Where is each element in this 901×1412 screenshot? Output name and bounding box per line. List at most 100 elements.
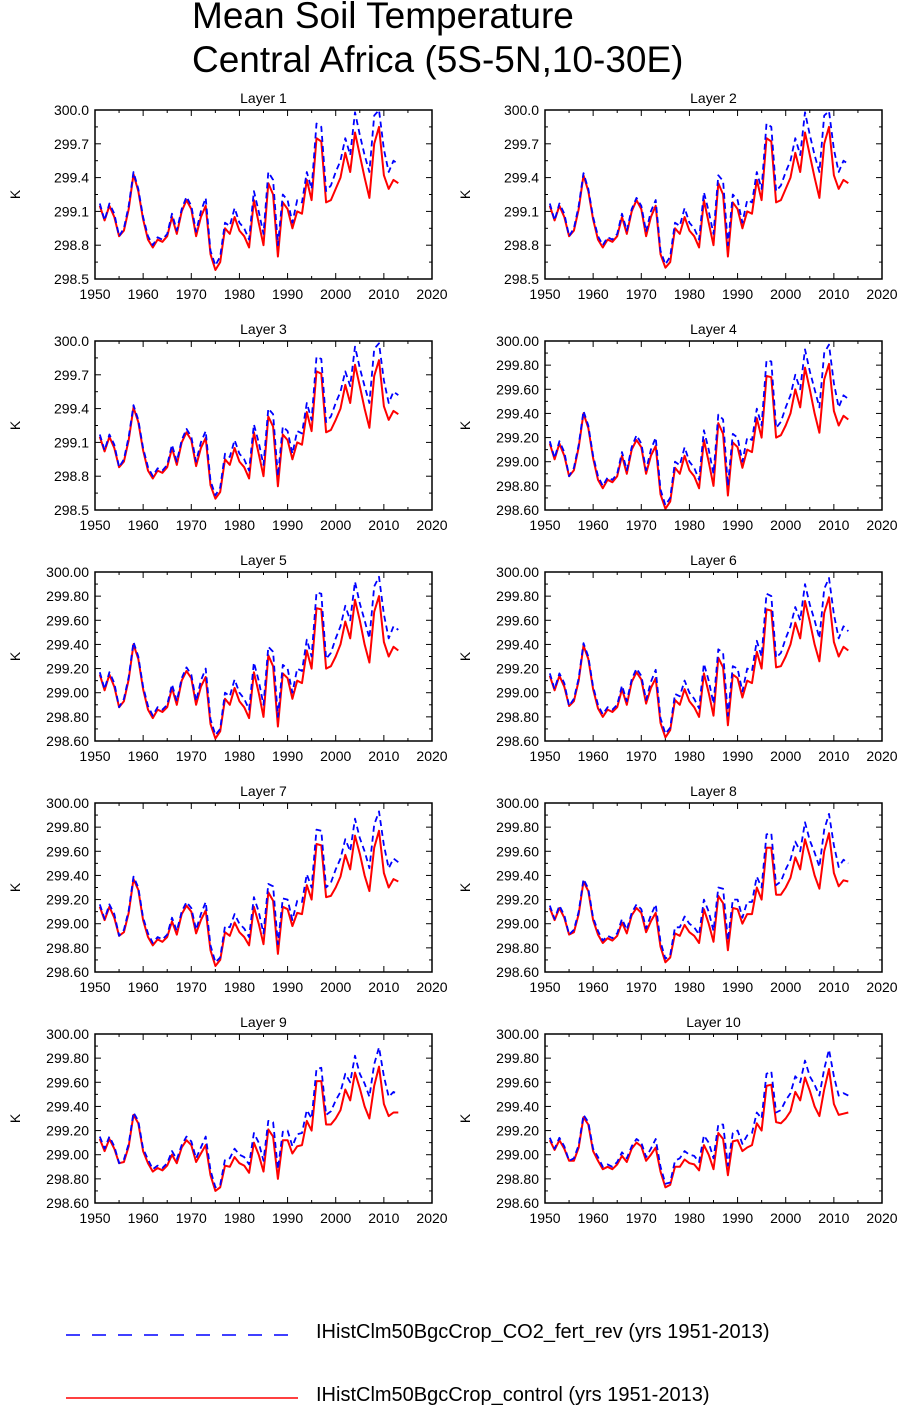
y-tick-label-layer-10: 299.00 <box>496 1147 539 1163</box>
x-tick-label-layer-7: 1970 <box>176 979 207 995</box>
y-tick-label-layer-2: 299.1 <box>504 203 539 219</box>
x-tick-label-layer-8: 1990 <box>722 979 753 995</box>
x-tick-label-layer-4: 2010 <box>818 517 849 533</box>
x-tick-label-layer-10: 1980 <box>674 1210 705 1226</box>
y-tick-label-layer-7: 299.40 <box>46 867 89 883</box>
x-tick-label-layer-5: 2000 <box>320 748 351 764</box>
series-line-co2-fert-rev-layer-5 <box>98 575 399 736</box>
y-tick-label-layer-1: 299.1 <box>54 203 89 219</box>
y-tick-label-layer-9: 300.00 <box>46 1026 89 1042</box>
series-line-co2-fert-rev-layer-1 <box>98 109 399 267</box>
x-tick-label-layer-3: 1980 <box>224 517 255 533</box>
y-tick-label-layer-8: 299.60 <box>496 843 539 859</box>
y-tick-label-layer-7: 299.20 <box>46 892 89 908</box>
series-line-co2-fert-rev-layer-2 <box>548 110 849 266</box>
y-tick-label-layer-1: 299.7 <box>54 136 89 152</box>
y-tick-label-layer-6: 298.80 <box>496 709 539 725</box>
x-tick-label-layer-1: 1970 <box>176 286 207 302</box>
y-tick-label-layer-9: 299.80 <box>46 1050 89 1066</box>
chart-panel-layer-7: Layer 7 K 1950 1960 1970 1980 1990 2000 2010 2020… <box>7 783 448 995</box>
x-tick-label-layer-5: 1950 <box>79 748 110 764</box>
x-tick-label-layer-8: 1980 <box>674 979 705 995</box>
panel-title-layer-6: Layer 6 <box>690 552 737 568</box>
x-tick-label-layer-2: 2020 <box>866 286 897 302</box>
x-tick-label-layer-4: 1970 <box>626 517 657 533</box>
y-tick-label-layer-7: 299.60 <box>46 843 89 859</box>
x-tick-label-layer-9: 1980 <box>224 1210 255 1226</box>
x-tick-label-layer-10: 1970 <box>626 1210 657 1226</box>
series-line-control-layer-7 <box>98 829 399 967</box>
y-tick-label-layer-8: 299.40 <box>496 867 539 883</box>
y-tick-label-layer-10: 299.60 <box>496 1074 539 1090</box>
plot-frame-layer-10 <box>544 1033 883 1204</box>
y-tick-label-layer-2: 298.8 <box>504 237 539 253</box>
panel-title-layer-10: Layer 10 <box>686 1014 741 1030</box>
series-line-control-layer-9 <box>98 1065 399 1192</box>
chart-panel-layer-5: Layer 5 K 1950 1960 1970 1980 1990 2000 2010 2020… <box>7 552 448 764</box>
x-tick-label-layer-10: 2020 <box>866 1210 897 1226</box>
y-tick-label-layer-9: 298.60 <box>46 1195 89 1211</box>
y-tick-label-layer-10: 298.60 <box>496 1195 539 1211</box>
y-axis-label-layer-7: K <box>7 882 23 892</box>
plot-frame-layer-1 <box>94 109 433 280</box>
x-tick-label-layer-10: 2000 <box>770 1210 801 1226</box>
y-tick-label-layer-7: 298.60 <box>46 964 89 980</box>
x-tick-label-layer-7: 1990 <box>272 979 303 995</box>
x-tick-label-layer-10: 1960 <box>578 1210 609 1226</box>
plot-frame-layer-9 <box>94 1033 433 1204</box>
x-tick-label-layer-1: 1980 <box>224 286 255 302</box>
x-tick-label-layer-6: 1970 <box>626 748 657 764</box>
panel-title-layer-5: Layer 5 <box>240 552 287 568</box>
y-tick-label-layer-7: 299.80 <box>46 819 89 835</box>
y-axis-label-layer-9: K <box>7 1113 23 1123</box>
chart-panel-layer-9: Layer 9 K 1950 1960 1970 1980 1990 2000 2010 2020… <box>7 1014 448 1226</box>
y-tick-label-layer-4: 298.60 <box>496 502 539 518</box>
y-tick-label-layer-1: 300.0 <box>54 102 89 118</box>
x-tick-label-layer-8: 1970 <box>626 979 657 995</box>
y-tick-label-layer-4: 300.00 <box>496 333 539 349</box>
y-tick-label-layer-3: 299.7 <box>54 367 89 383</box>
series-line-control-layer-8 <box>548 832 849 964</box>
x-tick-label-layer-5: 1990 <box>272 748 303 764</box>
y-tick-label-layer-5: 299.60 <box>46 612 89 628</box>
y-tick-label-layer-1: 299.4 <box>54 170 89 186</box>
x-tick-label-layer-1: 1960 <box>128 286 159 302</box>
y-axis-label-layer-10: K <box>457 1113 473 1123</box>
plot-frame-layer-6 <box>544 571 883 742</box>
y-tick-label-layer-4: 299.20 <box>496 430 539 446</box>
y-tick-label-layer-8: 299.00 <box>496 916 539 932</box>
x-tick-label-layer-8: 2000 <box>770 979 801 995</box>
y-tick-label-layer-3: 300.0 <box>54 333 89 349</box>
y-tick-label-layer-9: 299.20 <box>46 1123 89 1139</box>
y-tick-label-layer-2: 299.7 <box>504 136 539 152</box>
panel-title-layer-7: Layer 7 <box>240 783 287 799</box>
x-tick-label-layer-2: 1980 <box>674 286 705 302</box>
x-tick-label-layer-2: 1990 <box>722 286 753 302</box>
y-tick-label-layer-9: 299.40 <box>46 1098 89 1114</box>
y-tick-label-layer-4: 299.40 <box>496 405 539 421</box>
y-tick-label-layer-10: 299.40 <box>496 1098 539 1114</box>
x-tick-label-layer-10: 2010 <box>818 1210 849 1226</box>
y-tick-label-layer-7: 298.80 <box>46 940 89 956</box>
figure-title-line-1: Mean Soil Temperature <box>192 0 574 36</box>
series-line-co2-fert-rev-layer-7 <box>98 810 399 964</box>
x-tick-label-layer-5: 2010 <box>368 748 399 764</box>
x-tick-label-layer-9: 1990 <box>272 1210 303 1226</box>
x-tick-label-layer-2: 1960 <box>578 286 609 302</box>
y-tick-label-layer-2: 298.5 <box>504 271 539 287</box>
x-tick-label-layer-3: 2010 <box>368 517 399 533</box>
y-tick-label-layer-4: 299.00 <box>496 454 539 470</box>
x-tick-label-layer-7: 1960 <box>128 979 159 995</box>
y-tick-label-layer-4: 298.80 <box>496 478 539 494</box>
x-tick-label-layer-8: 2020 <box>866 979 897 995</box>
y-tick-label-layer-6: 299.00 <box>496 685 539 701</box>
y-tick-label-layer-10: 298.80 <box>496 1171 539 1187</box>
y-axis-label-layer-4: K <box>457 420 473 430</box>
x-tick-label-layer-5: 1970 <box>176 748 207 764</box>
y-tick-label-layer-5: 298.80 <box>46 709 89 725</box>
series-line-co2-fert-rev-layer-8 <box>548 813 849 960</box>
x-tick-label-layer-6: 2020 <box>866 748 897 764</box>
y-tick-label-layer-8: 299.80 <box>496 819 539 835</box>
x-tick-label-layer-3: 1950 <box>79 517 110 533</box>
